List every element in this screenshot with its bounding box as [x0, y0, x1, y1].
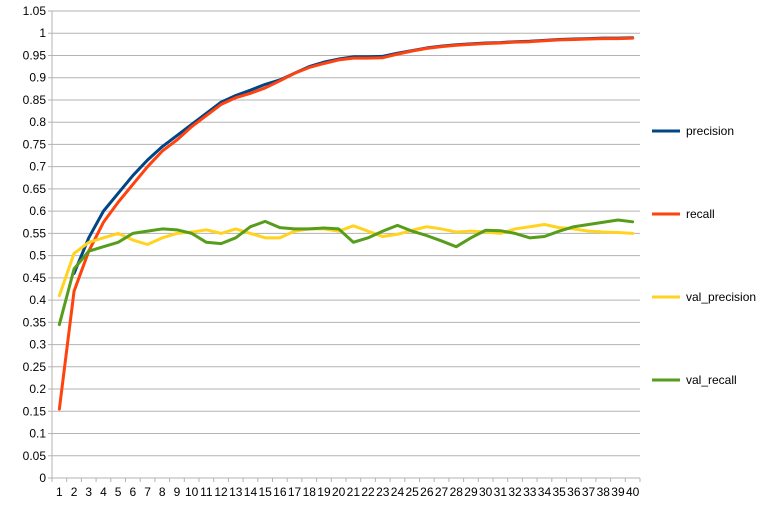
x-tick-label: 24: [391, 485, 405, 499]
x-tick-label: 31: [494, 485, 508, 499]
y-tick-label: 0.1: [29, 427, 46, 441]
y-tick-label: 0: [39, 471, 46, 485]
y-tick-label: 0.15: [23, 404, 47, 418]
series-line-recall: [57, 36, 635, 411]
x-tick-label: 26: [420, 485, 434, 499]
x-tick-label: 35: [552, 485, 566, 499]
series-line-val-recall: [57, 218, 635, 327]
x-tick-label: 22: [361, 485, 375, 499]
x-tick-label: 30: [479, 485, 493, 499]
legend-label-val-recall: val_recall: [686, 373, 737, 387]
y-tick-label: 0.9: [29, 71, 46, 85]
y-tick-label: 0.55: [23, 226, 47, 240]
y-tick-label: 0.35: [23, 315, 47, 329]
x-tick-label: 29: [464, 485, 478, 499]
x-tick-label: 9: [174, 485, 181, 499]
x-tick-label: 17: [288, 485, 302, 499]
x-tick-label: 34: [538, 485, 552, 499]
y-tick-label: 0.65: [23, 182, 47, 196]
series-line-val-precision: [57, 222, 635, 298]
x-tick-label: 28: [450, 485, 464, 499]
x-tick-label: 25: [405, 485, 419, 499]
x-tick-label: 38: [597, 485, 611, 499]
legend-label-recall: recall: [686, 207, 715, 221]
x-tick-labels: 1 2 3 4 5 6 7 8 9 10 11 12 13 14 15 16 17 18 19 20 21 22 23 24 2…: [56, 485, 640, 499]
x-tick-label: 16: [273, 485, 287, 499]
y-tick-label: 1.05: [23, 4, 47, 18]
y-tick-label: 1: [39, 26, 46, 40]
x-tick-label: 33: [523, 485, 537, 499]
x-tick-label: 32: [508, 485, 522, 499]
legend-label-val-precision: val_precision: [686, 290, 756, 304]
x-tick-label: 40: [626, 485, 640, 499]
x-tick-label: 36: [567, 485, 581, 499]
y-tick-label: 0.85: [23, 93, 47, 107]
x-tick-label: 27: [435, 485, 449, 499]
x-tick-label: 14: [244, 485, 258, 499]
y-tick-label: 0.95: [23, 48, 47, 62]
y-tick-label: 0.4: [29, 293, 46, 307]
x-tick-label: 15: [258, 485, 272, 499]
grid-lines: [52, 10, 640, 479]
x-tick-label: 4: [100, 485, 107, 499]
legend-label-precision: precision: [686, 124, 734, 138]
x-tick-label: 37: [582, 485, 596, 499]
axes: [48, 10, 641, 482]
x-tick-label: 20: [332, 485, 346, 499]
x-tick-label: 18: [303, 485, 317, 499]
y-tick-label: 0.3: [29, 338, 46, 352]
y-tick-labels: 0 0.05 0.1 0.15 0.2 0.25 0.3 0.35 0.4 0.45 0.5 0.55…: [23, 4, 47, 485]
y-tick-label: 0.6: [29, 204, 46, 218]
x-tick-label: 5: [115, 485, 122, 499]
x-tick-label: 13: [229, 485, 243, 499]
y-tick-label: 0.7: [29, 160, 46, 174]
x-tick-label: 6: [130, 485, 137, 499]
series-lines: [57, 36, 635, 411]
y-tick-label: 0.75: [23, 137, 47, 151]
x-tick-label: 2: [71, 485, 78, 499]
x-tick-label: 3: [85, 485, 92, 499]
x-tick-label: 23: [376, 485, 390, 499]
y-tick-label: 0.45: [23, 271, 47, 285]
y-tick-label: 0.5: [29, 249, 46, 263]
x-tick-label: 19: [317, 485, 331, 499]
x-tick-label: 7: [144, 485, 151, 499]
y-tick-label: 0.25: [23, 360, 47, 374]
x-tick-label: 21: [347, 485, 361, 499]
x-tick-label: 10: [185, 485, 199, 499]
y-tick-label: 0.05: [23, 449, 47, 463]
legend: precision recall val_precision val_recall: [652, 124, 756, 387]
x-tick-label: 12: [214, 485, 228, 499]
y-tick-label: 0.8: [29, 115, 46, 129]
y-tick-label: 0.2: [29, 382, 46, 396]
x-tick-label: 1: [56, 485, 63, 499]
x-tick-label: 8: [159, 485, 166, 499]
x-tick-label: 11: [200, 485, 213, 499]
x-tick-label: 39: [611, 485, 625, 499]
